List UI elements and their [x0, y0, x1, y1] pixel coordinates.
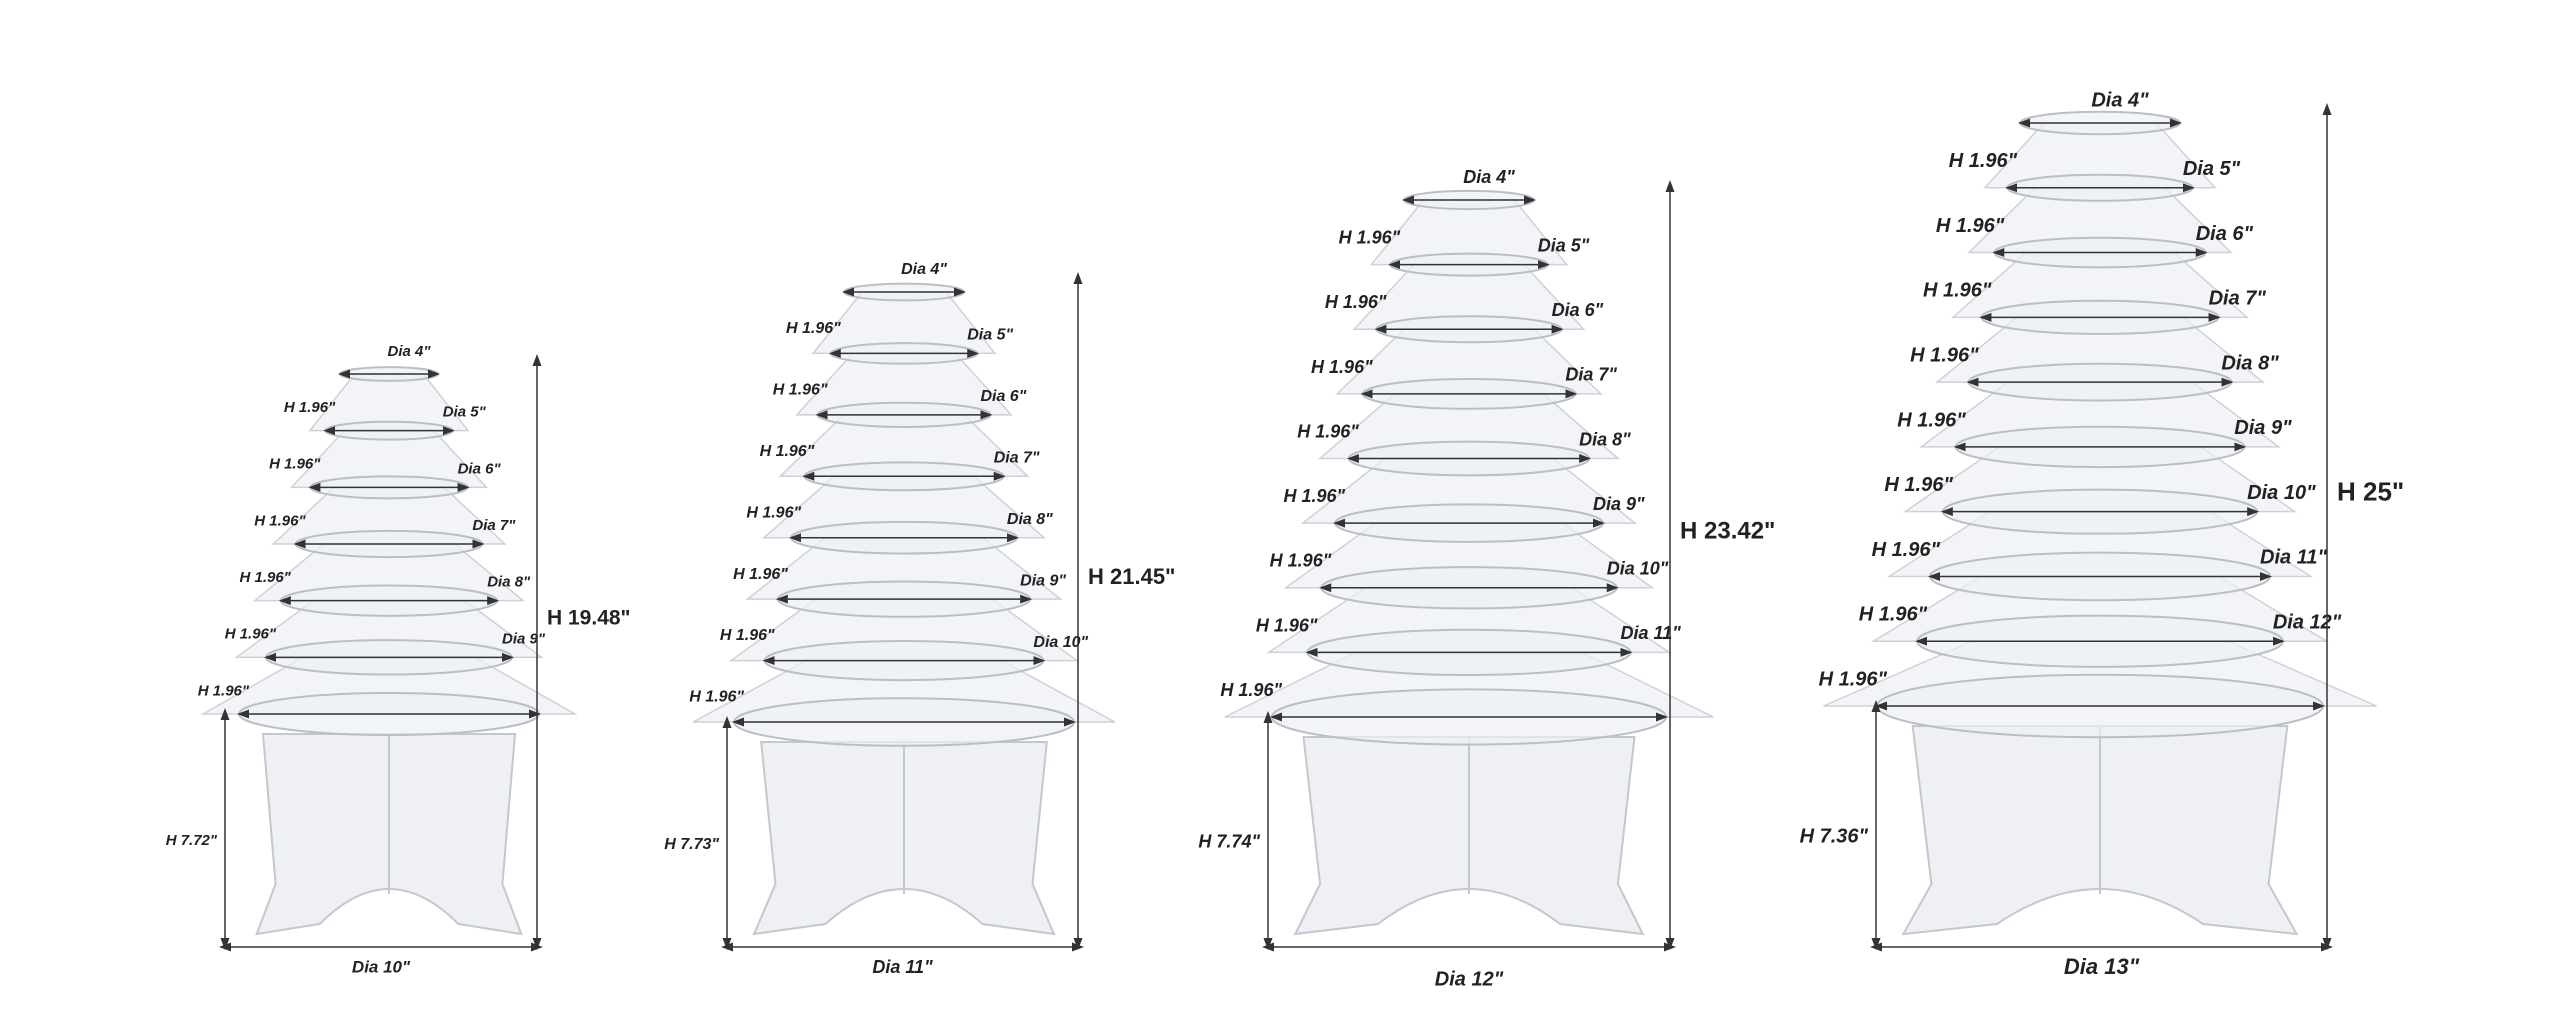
diameter-label: Dia 8" [1579, 429, 1631, 449]
diameter-label: Dia 12" [2273, 612, 2342, 634]
tier-height-label: H 1.96" [1283, 486, 1345, 506]
tier-height-label: H 1.96" [1256, 615, 1318, 635]
tier-height-label: H 1.96" [1949, 150, 2018, 172]
base-height-label: H 7.74" [1198, 831, 1260, 851]
diameter-label: Dia 5" [443, 404, 487, 421]
tier-height-label: H 1.96" [720, 627, 775, 644]
diameter-label: Dia 6" [980, 388, 1026, 405]
diameter-label: Dia 5" [1538, 235, 1590, 255]
tower: Dia 4" Dia 5" Dia 6" Dia 7" Dia 8" Dia 9" Dia … [1198, 167, 1775, 991]
diameter-label: Dia 7" [1565, 365, 1617, 385]
diameter-label: Dia 9" [502, 630, 546, 647]
diameter-label: Dia 7" [2209, 288, 2267, 310]
tier-height-label: H 1.96" [773, 382, 828, 399]
base-diameter-label: Dia 12" [1435, 968, 1504, 990]
base-diameter-label: Dia 10" [352, 957, 411, 976]
diameter-label: Dia 11" [1621, 623, 1682, 643]
diameter-label: Dia 8" [487, 574, 531, 591]
tier-height-label: H 1.96" [689, 689, 744, 706]
tier-height-label: H 1.96" [1884, 474, 1953, 496]
total-height-label: H 23.42" [1680, 517, 1775, 544]
tower: Dia 4" Dia 5" Dia 6" Dia 7" Dia 8" Dia 9" Dia … [1800, 89, 2405, 979]
diameter-label: Dia 9" [2234, 417, 2292, 439]
tier-height-label: H 1.96" [254, 512, 306, 529]
total-height-label: H 21.45" [1088, 564, 1175, 589]
diameter-label: Dia 10" [1607, 559, 1669, 579]
tier-height-label: H 1.96" [746, 504, 801, 521]
diameter-label: Dia 4" [1463, 167, 1515, 187]
diameter-label: Dia 8" [1007, 511, 1053, 528]
diameter-label: Dia 8" [2221, 352, 2279, 374]
diameter-label: Dia 7" [994, 450, 1040, 467]
base-diameter-label: Dia 11" [872, 957, 933, 977]
tier-height-label: H 1.96" [1311, 357, 1373, 377]
diameter-label: Dia 4" [901, 261, 947, 278]
diameter-label: Dia 11" [2260, 547, 2327, 569]
tier-height-label: H 1.96" [1936, 215, 2005, 237]
base-height-label: H 7.73" [664, 836, 719, 853]
tier-height-label: H 1.96" [284, 399, 336, 416]
diameter-label: Dia 6" [2196, 223, 2254, 245]
tier-height-label: H 1.96" [269, 456, 321, 473]
diameter-label: Dia 6" [458, 460, 502, 477]
tier-height-label: H 1.96" [1872, 539, 1941, 561]
tier-height-label: H 1.96" [1220, 680, 1282, 700]
tier-height-label: H 1.96" [1897, 409, 1966, 431]
tier-height-label: H 1.96" [1339, 228, 1401, 248]
tier-height-label: H 1.96" [198, 682, 250, 699]
diameter-label: Dia 7" [472, 517, 516, 534]
diameter-label: Dia 5" [967, 327, 1013, 344]
tower: Dia 4" Dia 5" Dia 6" Dia 7" Dia 8" Dia 9" Dia … [664, 261, 1175, 977]
diameter-label: Dia 4" [2091, 89, 2149, 111]
diameter-label: Dia 9" [1593, 494, 1645, 514]
tier-height-label: H 1.96" [1819, 668, 1888, 690]
tier-height-label: H 1.96" [239, 569, 291, 586]
diameter-label: Dia 6" [1552, 300, 1604, 320]
total-height-label: H 25" [2337, 476, 2404, 506]
base-diameter-label: Dia 13" [2064, 954, 2140, 979]
base-height-label: H 7.72" [166, 832, 218, 849]
tier-height-label: H 1.96" [1297, 421, 1359, 441]
tier-height-label: H 1.96" [1923, 280, 1992, 302]
diameter-label: Dia 10" [1033, 634, 1088, 651]
total-height-label: H 19.48" [547, 607, 631, 630]
diameter-label: Dia 5" [2183, 158, 2241, 180]
tier-height-label: H 1.96" [786, 320, 841, 337]
tier-height-label: H 1.96" [1910, 344, 1979, 366]
base-height-label: H 7.36" [1800, 825, 1869, 847]
tier-height-label: H 1.96" [1270, 551, 1332, 571]
tier-height-label: H 1.96" [1859, 604, 1928, 626]
tier-height-label: H 1.96" [760, 443, 815, 460]
diameter-label: Dia 4" [388, 343, 432, 360]
tier-height-label: H 1.96" [733, 566, 788, 583]
tower: Dia 4" Dia 5" Dia 6" Dia 7" Dia 8" Dia 9" H 1.… [166, 343, 631, 977]
tier-height-label: H 1.96" [225, 626, 277, 643]
tier-height-label: H 1.96" [1325, 292, 1387, 312]
diameter-label: Dia 9" [1020, 572, 1066, 589]
diameter-label: Dia 10" [2247, 482, 2316, 504]
